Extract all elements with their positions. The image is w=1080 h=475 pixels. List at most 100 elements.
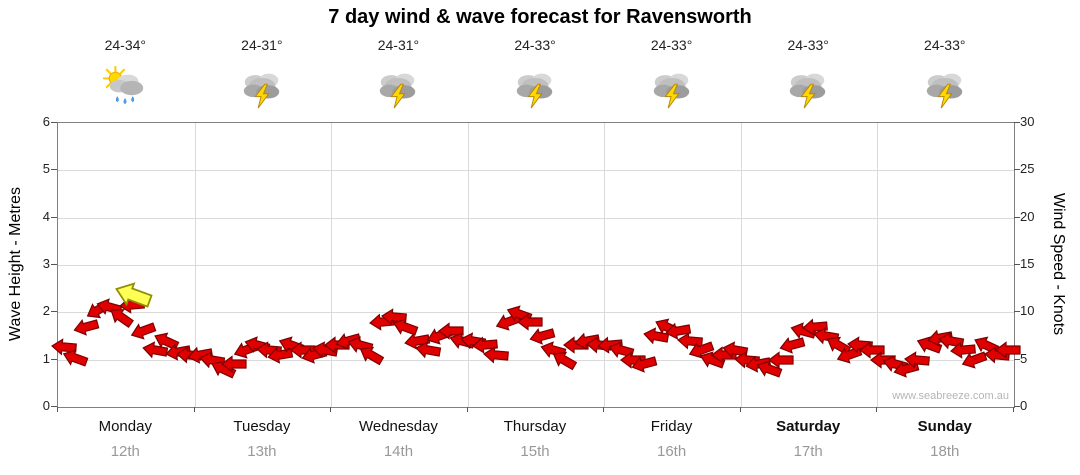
day-label: Friday [650, 417, 693, 435]
weather-icon-cell [467, 60, 604, 116]
axis-tickmark [603, 407, 605, 412]
temperature-label: 24-34° [104, 37, 146, 53]
y-tick-left: 4 [42, 208, 50, 224]
wind-arrow [585, 336, 612, 354]
wind-arrow [836, 346, 863, 364]
axis-tickmark [51, 358, 57, 360]
wind-arrow [415, 341, 442, 359]
axis-tickmark [330, 407, 332, 412]
axis-tickmark [739, 407, 741, 412]
gridline-vertical [877, 123, 879, 407]
weather-icon-cell [740, 60, 877, 116]
wind-arrow [506, 305, 533, 323]
axis-tickmark [51, 264, 57, 265]
day-label: Wednesday [358, 417, 438, 435]
y-tick-right: 30 [1020, 114, 1035, 129]
wind-arrow [187, 346, 214, 364]
axis-tickmark [193, 407, 195, 412]
wind-arrow [141, 341, 168, 359]
wind-arrow [437, 322, 464, 340]
chart-title: 7 day wind & wave forecast for Ravenswor… [328, 6, 752, 28]
wind-arrow [347, 336, 373, 354]
gridline-horizontal [58, 170, 1014, 172]
wind-arrow [62, 349, 89, 367]
wind-arrow [279, 336, 305, 355]
wind-arrow [86, 300, 112, 319]
gridline-vertical [604, 123, 606, 407]
axis-tickmark [876, 407, 878, 412]
wind-arrow [427, 327, 453, 345]
date-label: 17th [793, 442, 823, 460]
wind-arrow [449, 331, 476, 349]
date-label: 13th [247, 442, 277, 460]
gridline-horizontal [58, 265, 1014, 266]
axis-tickmark [1014, 216, 1020, 218]
wind-arrow [233, 341, 260, 359]
storm-icon [516, 73, 553, 109]
y-tick-right: 5 [1020, 350, 1028, 366]
gridline-vertical [740, 123, 742, 407]
wind-arrow [119, 296, 145, 314]
axis-tickmark [51, 216, 57, 218]
day-label: Saturday [776, 417, 841, 435]
wind-arrow [916, 336, 943, 355]
wind-arrow [335, 332, 362, 350]
temperature-row: 24-34° 24-31° 24-31° 24-33° 24-33° 24-33° 24-3… [57, 36, 1013, 54]
temperature-label: 24-33° [787, 37, 829, 53]
wind-arrow [517, 313, 543, 331]
axis-tickmark [1014, 406, 1020, 407]
gridline-horizontal [58, 359, 1014, 361]
wind-arrow [676, 331, 703, 350]
gridline-horizontal [58, 312, 1014, 314]
wind-arrow [688, 341, 715, 359]
wind-arrow [927, 329, 954, 347]
day-label: Tuesday [233, 417, 291, 435]
axis-tickmark [51, 169, 57, 171]
wind-arrow [495, 313, 521, 331]
wind-arrow [289, 341, 316, 359]
wind-arrow [642, 327, 669, 345]
weather-icon-cell [603, 60, 740, 116]
wind-arrow [745, 356, 772, 374]
storm-icon [653, 73, 689, 109]
wind-arrow [858, 341, 885, 359]
wind-arrow [460, 331, 487, 350]
plot-area [50, 122, 1021, 408]
wind-arrow [995, 341, 1021, 359]
temperature-label: 24-31° [241, 37, 283, 53]
y-tick-right: 25 [1020, 161, 1035, 177]
y-axis-label-left: Wave Height - Metres [7, 186, 24, 342]
y-tick-left: 0 [42, 398, 50, 413]
storm-icon [789, 73, 826, 109]
temperature-label: 24-33° [924, 37, 966, 53]
y-tick-left: 2 [42, 303, 50, 319]
wind-arrow [164, 343, 191, 361]
axis-tickmark [51, 406, 57, 407]
wind-arrow [244, 336, 271, 354]
wind-arrow [608, 341, 635, 359]
wind-arrow [574, 332, 601, 350]
y-tick-left: 1 [42, 350, 50, 366]
y-axis-label-right: Wind Speed - Knots [1050, 192, 1067, 336]
day-label: Thursday [503, 417, 567, 435]
day-label: Monday [98, 417, 152, 435]
wind-arrow [826, 337, 851, 356]
temperature-label: 24-31° [377, 37, 420, 53]
day-label: Sunday [917, 417, 972, 435]
wind-arrow [973, 336, 999, 355]
wind-arrow [369, 313, 396, 331]
axis-tickmark [1013, 407, 1014, 412]
y-tick-right: 10 [1020, 303, 1035, 319]
wind-arrow [757, 360, 783, 378]
axis-tickmark [1014, 358, 1020, 360]
wind-arrow [938, 331, 965, 350]
storm-icon [926, 73, 962, 109]
wind-arrow [722, 341, 749, 359]
wind-arrow [655, 318, 681, 337]
date-labels-row: 12th 13th 14th 15th 16th 17th 18th [57, 441, 1013, 461]
wind-arrow [131, 322, 157, 340]
wind-arrow [949, 341, 976, 359]
weather-icon-cell [330, 60, 467, 116]
wind-arrow [471, 336, 498, 355]
